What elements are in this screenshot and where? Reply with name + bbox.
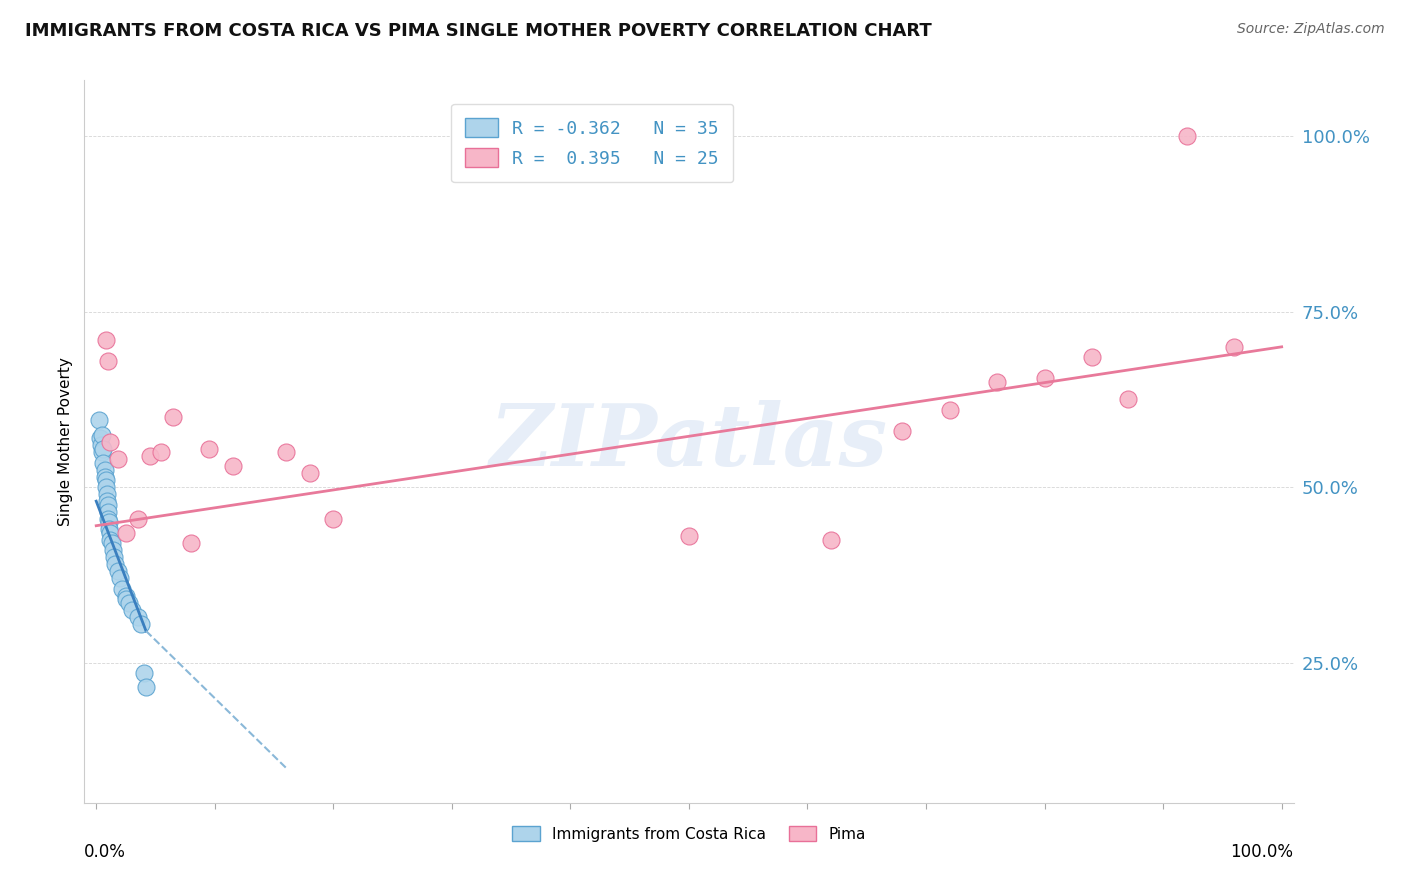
Point — [87, 413, 110, 427]
Point — [121, 603, 143, 617]
Text: Source: ZipAtlas.com: Source: ZipAtlas.com — [1237, 22, 1385, 37]
Point — [115, 589, 138, 603]
Point — [98, 515, 121, 529]
Point — [298, 466, 321, 480]
Point — [97, 512, 120, 526]
Point — [111, 582, 134, 596]
Point — [150, 445, 173, 459]
Point — [96, 487, 118, 501]
Point — [107, 564, 129, 578]
Y-axis label: Single Mother Poverty: Single Mother Poverty — [58, 357, 73, 526]
Point — [135, 680, 157, 694]
Point — [1081, 351, 1104, 365]
Point — [162, 409, 184, 424]
Point — [98, 522, 121, 536]
Point — [115, 525, 138, 540]
Point — [938, 403, 960, 417]
Point — [93, 469, 115, 483]
Point — [93, 462, 115, 476]
Point — [198, 442, 221, 456]
Point — [89, 431, 111, 445]
Point — [97, 498, 120, 512]
Point — [91, 445, 114, 459]
Point — [96, 494, 118, 508]
Text: ZIPatlas: ZIPatlas — [489, 400, 889, 483]
Point — [103, 550, 125, 565]
Point — [118, 596, 141, 610]
Point — [91, 427, 114, 442]
Point — [221, 459, 243, 474]
Point — [1175, 129, 1198, 144]
Point — [100, 536, 122, 550]
Point — [180, 536, 202, 550]
Point — [986, 375, 1008, 389]
Point — [100, 525, 122, 540]
Point — [94, 480, 117, 494]
Point — [678, 529, 700, 543]
Point — [129, 616, 152, 631]
Point — [127, 610, 149, 624]
Point — [891, 424, 914, 438]
Point — [91, 442, 114, 456]
Point — [100, 434, 122, 449]
Point — [127, 512, 149, 526]
Point — [820, 533, 842, 547]
Point — [274, 445, 297, 459]
Point — [104, 558, 127, 572]
Point — [1223, 340, 1246, 354]
Point — [322, 512, 344, 526]
Text: 100.0%: 100.0% — [1230, 843, 1294, 861]
Point — [101, 543, 124, 558]
Point — [94, 333, 117, 347]
Point — [90, 438, 112, 452]
Point — [132, 666, 155, 681]
Point — [1033, 371, 1056, 385]
Legend: Immigrants from Costa Rica, Pima: Immigrants from Costa Rica, Pima — [505, 818, 873, 849]
Point — [1116, 392, 1139, 407]
Point — [97, 354, 120, 368]
Point — [94, 473, 117, 487]
Point — [97, 505, 120, 519]
Point — [91, 456, 114, 470]
Point — [115, 592, 138, 607]
Point — [138, 449, 160, 463]
Text: 0.0%: 0.0% — [84, 843, 127, 861]
Point — [100, 533, 122, 547]
Point — [108, 571, 131, 585]
Point — [107, 452, 129, 467]
Text: IMMIGRANTS FROM COSTA RICA VS PIMA SINGLE MOTHER POVERTY CORRELATION CHART: IMMIGRANTS FROM COSTA RICA VS PIMA SINGL… — [25, 22, 932, 40]
